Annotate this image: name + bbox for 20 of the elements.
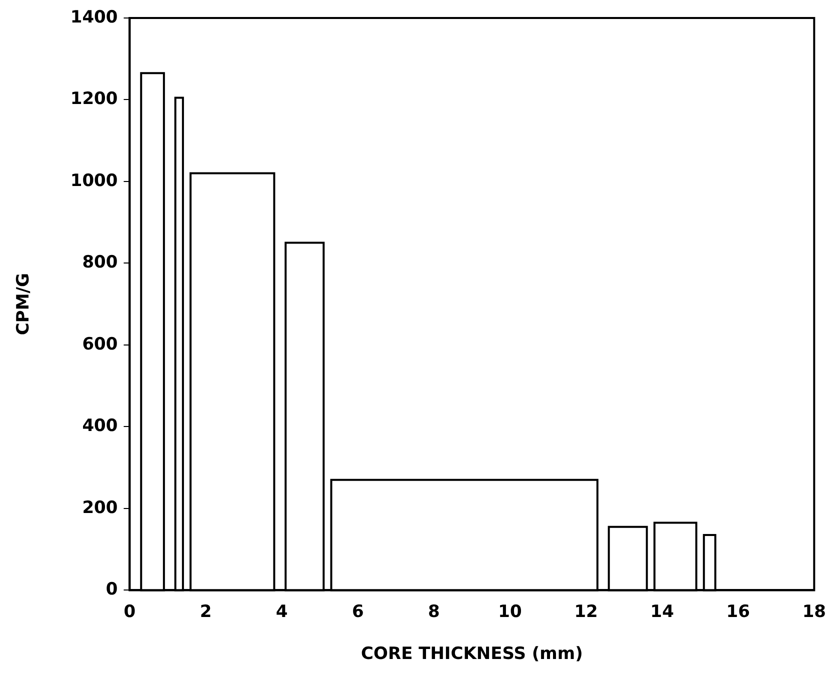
- x-tick-label: 6: [352, 602, 364, 622]
- x-tick-label: 10: [498, 602, 522, 622]
- y-tick-label: 200: [82, 498, 118, 518]
- y-tick-label: 1200: [70, 89, 118, 110]
- y-tick-label: 400: [82, 416, 118, 436]
- x-tick-label: 18: [802, 602, 826, 622]
- x-tick-label: 12: [574, 602, 598, 622]
- y-tick-label: 0: [106, 580, 118, 600]
- x-tick-label: 8: [428, 602, 440, 622]
- x-tick-label: 0: [124, 602, 136, 622]
- y-tick-label: 800: [82, 252, 118, 273]
- x-tick-label: 2: [200, 602, 212, 622]
- y-tick-label: 1400: [70, 7, 118, 28]
- x-tick-label: 16: [726, 602, 750, 622]
- y-tick-label: 600: [82, 334, 118, 354]
- x-axis-title: CORE THICKNESS (mm): [361, 644, 583, 664]
- x-tick-label: 14: [650, 602, 674, 622]
- y-tick-label: 1000: [70, 170, 118, 191]
- x-tick-label: 4: [276, 602, 288, 622]
- y-axis-title: CPM/G: [14, 273, 34, 336]
